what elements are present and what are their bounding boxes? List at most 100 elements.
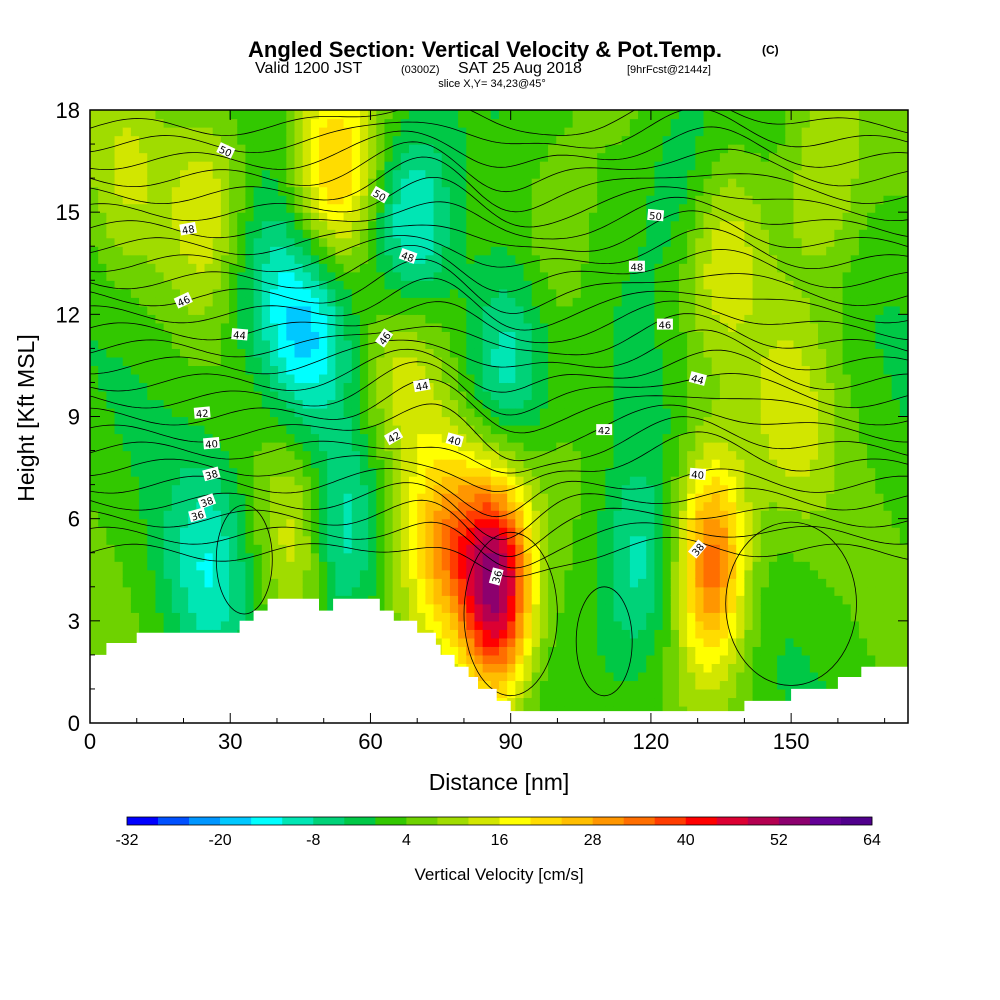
- velocity-cell: [343, 399, 353, 409]
- velocity-cell: [368, 280, 377, 290]
- velocity-cell: [98, 314, 107, 324]
- velocity-cell: [98, 144, 107, 154]
- velocity-cell: [237, 561, 247, 571]
- velocity-cell: [122, 603, 132, 613]
- velocity-cell: [351, 501, 361, 511]
- velocity-cell: [523, 135, 533, 145]
- velocity-cell: [474, 663, 484, 673]
- velocity-cell: [605, 339, 615, 349]
- velocity-cell: [139, 254, 148, 264]
- velocity-cell: [449, 569, 459, 579]
- velocity-cell: [286, 331, 296, 341]
- velocity-cell: [163, 603, 173, 613]
- velocity-cell: [155, 612, 165, 622]
- velocity-cell: [638, 518, 647, 528]
- velocity-cell: [106, 110, 116, 120]
- velocity-cell: [220, 169, 230, 179]
- velocity-cell: [106, 535, 116, 545]
- velocity-cell: [253, 527, 263, 537]
- velocity-cell: [98, 348, 107, 358]
- velocity-cell: [597, 314, 606, 324]
- velocity-cell: [458, 586, 467, 596]
- velocity-cell: [531, 518, 541, 528]
- velocity-cell: [572, 518, 582, 528]
- velocity-cell: [122, 484, 132, 494]
- velocity-cell: [572, 254, 582, 264]
- velocity-cell: [490, 484, 500, 494]
- velocity-cell: [188, 186, 197, 196]
- velocity-cell: [458, 280, 467, 290]
- velocity-cell: [163, 425, 173, 435]
- velocity-cell: [466, 322, 476, 332]
- velocity-cell: [368, 161, 377, 171]
- velocity-cell: [155, 288, 165, 298]
- velocity-cell: [90, 254, 99, 264]
- velocity-cell: [564, 484, 574, 494]
- velocity-cell: [392, 339, 402, 349]
- velocity-cell: [253, 425, 263, 435]
- velocity-cell: [629, 399, 639, 409]
- velocity-cell: [237, 237, 247, 247]
- velocity-cell: [269, 314, 279, 324]
- velocity-cell: [621, 595, 631, 605]
- velocity-cell: [179, 127, 189, 137]
- velocity-cell: [515, 569, 525, 579]
- velocity-cell: [572, 339, 582, 349]
- velocity-cell: [474, 612, 484, 622]
- velocity-cell: [212, 186, 222, 196]
- velocity-cell: [515, 646, 525, 656]
- velocity-cell: [572, 595, 582, 605]
- velocity-cell: [400, 178, 410, 188]
- velocity-cell: [286, 373, 296, 384]
- velocity-cell: [188, 442, 197, 452]
- velocity-cell: [294, 399, 304, 409]
- velocity-cell: [392, 510, 402, 520]
- velocity-cell: [98, 178, 107, 188]
- velocity-cell: [580, 663, 590, 673]
- velocity-cell: [556, 442, 566, 452]
- velocity-cell: [196, 339, 206, 349]
- velocity-cell: [539, 612, 549, 622]
- velocity-cell: [629, 152, 639, 162]
- velocity-cell: [449, 544, 459, 554]
- velocity-cell: [490, 612, 500, 622]
- velocity-cell: [409, 527, 418, 537]
- velocity-cell: [220, 229, 230, 239]
- velocity-cell: [507, 373, 516, 384]
- velocity-cell: [351, 195, 361, 205]
- velocity-cell: [638, 314, 647, 324]
- velocity-cell: [294, 365, 304, 375]
- velocity-cell: [490, 135, 500, 145]
- velocity-cell: [204, 425, 214, 435]
- velocity-cell: [458, 450, 467, 460]
- velocity-cell: [588, 161, 598, 171]
- velocity-cell: [523, 229, 533, 239]
- velocity-cell: [458, 127, 467, 137]
- velocity-cell: [376, 595, 386, 605]
- velocity-cell: [466, 671, 476, 682]
- velocity-cell: [621, 407, 631, 418]
- velocity-cell: [548, 510, 557, 520]
- velocity-cell: [629, 450, 639, 460]
- velocity-cell: [515, 322, 525, 332]
- velocity-cell: [597, 135, 606, 145]
- velocity-cell: [278, 348, 287, 358]
- velocity-cell: [490, 561, 500, 571]
- velocity-cell: [188, 586, 197, 596]
- velocity-cell: [490, 654, 500, 664]
- velocity-cell: [474, 348, 484, 358]
- velocity-cell: [499, 161, 508, 171]
- velocity-cell: [278, 127, 287, 137]
- velocity-cell: [629, 603, 639, 613]
- velocity-cell: [139, 518, 148, 528]
- velocity-cell: [621, 586, 631, 596]
- velocity-cell: [409, 484, 418, 494]
- velocity-cell: [253, 586, 263, 596]
- velocity-cell: [261, 331, 271, 341]
- velocity-cell: [646, 442, 656, 452]
- velocity-cell: [638, 552, 647, 562]
- velocity-cell: [90, 620, 99, 630]
- velocity-cell: [605, 322, 615, 332]
- velocity-cell: [490, 544, 500, 554]
- velocity-cell: [179, 603, 189, 613]
